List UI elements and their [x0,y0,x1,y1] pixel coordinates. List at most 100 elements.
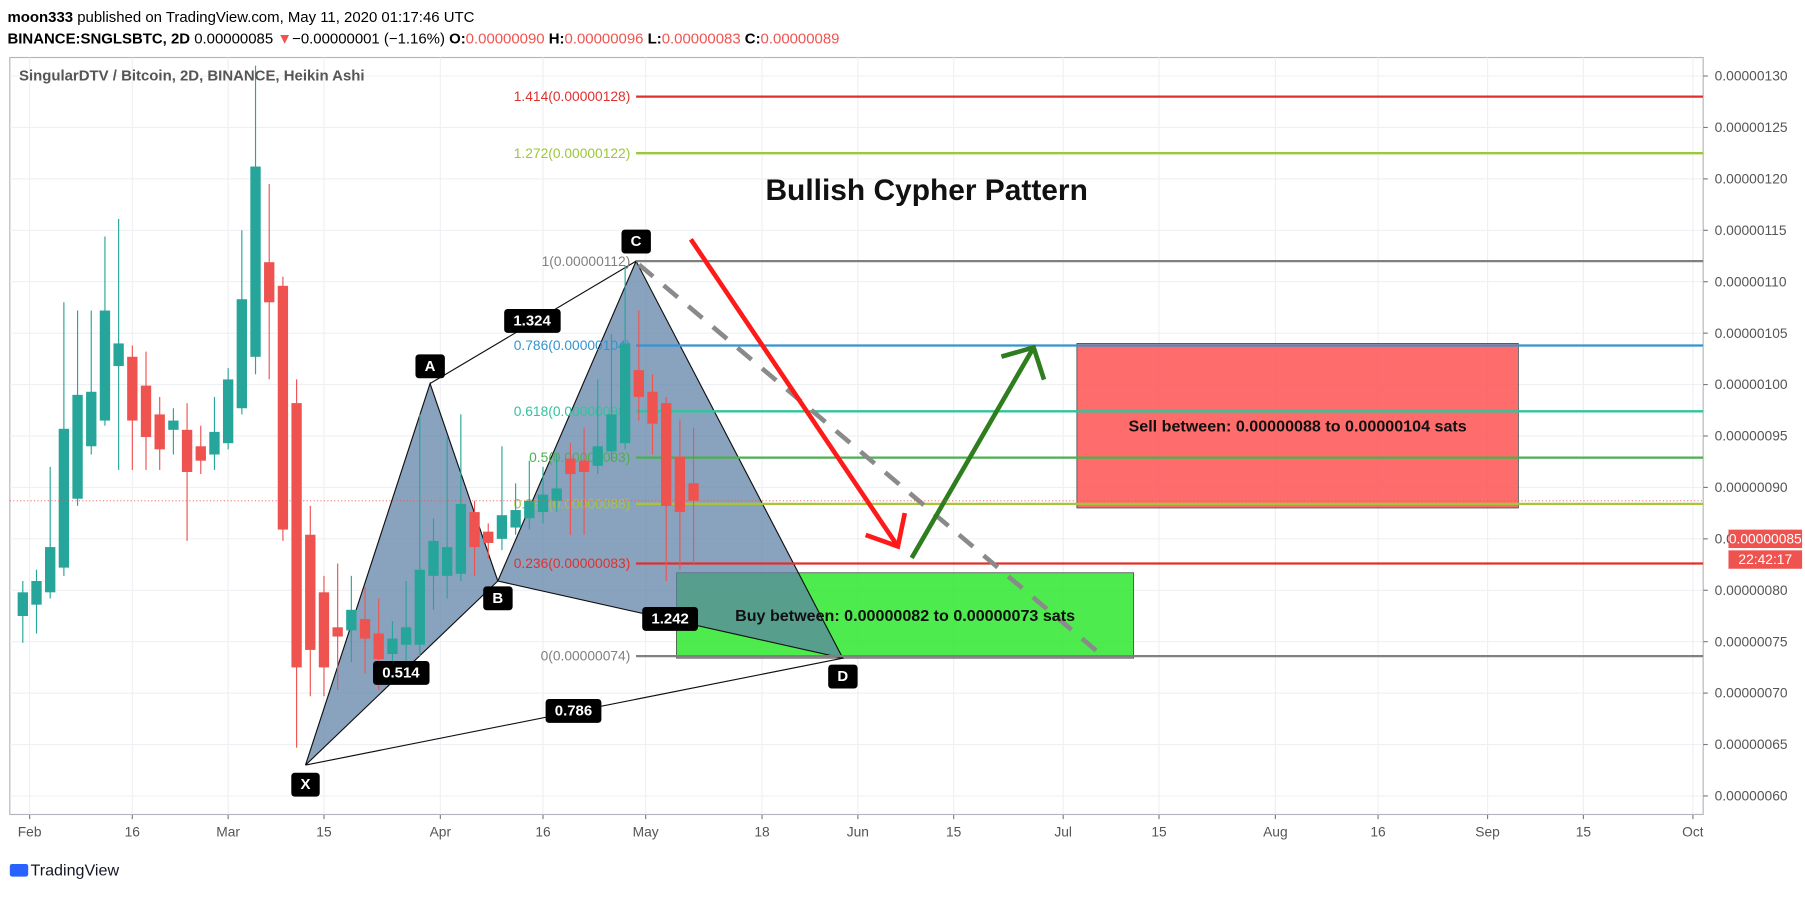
candle-body [127,356,138,421]
fib-label: 0(0.00000074) [541,649,631,664]
point-label-box [621,229,651,254]
y-tick-label: 0.00000100 [1715,377,1788,392]
point-label-group: A [415,354,445,379]
fib-label: 1.272(0.00000122) [514,146,631,161]
candle-body [428,540,439,576]
point-label-group: C [621,229,651,254]
l-label: L: [648,31,662,48]
x-tick-label: 18 [754,824,770,839]
candle-body [524,500,535,519]
ratio-label-box [642,606,699,631]
x-tick-label: 15 [946,824,962,839]
candle-body [45,547,56,593]
candle-body [58,428,70,568]
y-tick-label: 0.00000090 [1715,480,1788,495]
x-tick-label: Feb [18,824,42,839]
x-tick-label: 16 [125,824,141,839]
y-tick-label: 0.00000120 [1715,171,1788,186]
last-price: 0.00000085 [1729,531,1802,546]
candle-body [578,460,590,472]
candle-body [222,379,234,444]
ratio-label-group: 1.324 [504,309,561,333]
candle-body [619,343,631,444]
h-value: 0.00000096 [565,31,644,48]
candle-body [195,446,206,461]
candle-body [17,592,28,616]
fib-label: 0.5(0.00000093) [529,450,630,465]
red-arrow [688,237,908,550]
candle-body [264,262,275,303]
countdown: 22:42:17 [1738,552,1792,567]
candle-body [647,391,658,424]
x-tick-label: Jun [847,824,869,839]
last-price-box [1728,529,1803,549]
published: published on TradingView.com, May 11, 20… [77,9,474,26]
fib-label: 0.618(0.00000098) [514,404,631,419]
y-tick-label: 0.00000115 [1715,223,1787,238]
chart-title: Bullish Cypher Pattern [765,174,1087,207]
fib-label: 0.786(0.00000104) [514,338,631,353]
candle-body [318,592,330,668]
ratio-label: 0.514 [382,664,420,681]
symbol: BINANCE:SNGLSBTC, 2D [8,31,191,48]
symbol-line: BINANCE:SNGLSBTC, 2D 0.00000085 ▼−0.0000… [8,31,840,48]
point-label-group: X [291,772,320,797]
candle-body [496,515,508,539]
point-label-group: B [483,586,513,611]
y-tick-label: 0.00000070 [1715,686,1788,701]
x-tick-label: Apr [430,824,452,839]
zone-label: Sell between: 0.00000088 to 0.00000104 s… [1129,417,1467,435]
point-label: A [425,358,436,375]
fib-label: 1.414(0.00000128) [514,89,631,104]
point-label-box [483,586,513,611]
candle-body [86,391,97,447]
ratio-label: 0.786 [555,702,592,719]
x-tick-label: Mar [216,824,240,839]
candle-body [359,619,371,639]
arrow: ▼ [277,31,292,48]
o-value: 0.00000090 [466,31,545,48]
zone [1076,343,1519,509]
x-tick-label: May [633,824,659,839]
ratio-label: 1.242 [651,610,688,627]
point-label: C [631,233,642,250]
point-label: X [301,776,311,793]
ratio-label: 1.324 [513,312,551,329]
zone-label: Buy between: 0.00000082 to 0.00000073 sa… [735,607,1075,625]
candle-body [250,166,261,357]
y-tick-label: 0.00000065 [1715,737,1788,752]
candle-body [455,503,467,574]
point-label: B [492,590,503,607]
candle-body [373,633,384,660]
candle-body [551,488,562,501]
candle-body [140,385,152,438]
x-tick-label: 16 [1370,824,1386,839]
price: 0.00000085 [194,31,273,48]
footer: TradingView [31,861,120,879]
legend: SingularDTV / Bitcoin, 2D, BINANCE, Heik… [19,68,365,85]
point-label-box [291,772,320,797]
y-tick-label: 0.00000105 [1715,326,1788,341]
candle-body [154,414,165,450]
dashed-projection [637,262,1107,660]
y-tick-label: 0.00000125 [1715,120,1788,135]
candle-body [305,534,316,650]
candle-body [181,429,193,472]
ratio-label-box [504,309,561,333]
x-tick-label: 15 [316,824,332,839]
c-value: 0.00000089 [761,31,840,48]
countdown-box [1728,550,1803,569]
candle-body [688,483,699,501]
candle-body [592,446,603,466]
x-tick-label: 16 [535,824,551,839]
candle-body [209,431,220,455]
change: −0.00000001 (−1.16%) [292,31,445,48]
ratio-label-group: 0.514 [373,661,430,685]
author: moon333 [8,9,74,26]
candle-body [72,394,83,499]
candle-body [332,627,343,637]
candle-body [537,494,549,513]
c-label: C: [745,31,761,48]
ratio-label-box [545,698,602,723]
